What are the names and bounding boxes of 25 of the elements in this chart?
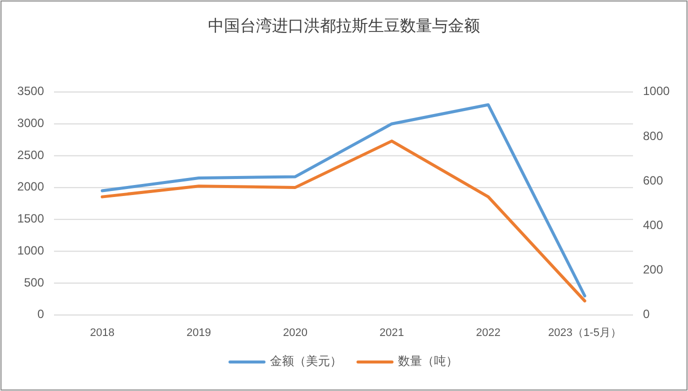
- y-tick-label: 3500: [17, 84, 44, 98]
- legend-label: 数量（吨）: [398, 354, 458, 368]
- y2-tick-label: 0: [643, 307, 650, 322]
- y-tick-label: 2000: [17, 180, 44, 194]
- y-tick-label: 1000: [17, 243, 44, 258]
- y-tick-label: 0: [37, 307, 44, 322]
- x-tick-label: 2020: [283, 326, 308, 339]
- y2-tick-label: 200: [643, 262, 664, 277]
- x-tick-label: 2022: [476, 326, 500, 339]
- title: 中国台湾进口洪都拉斯生豆数量与金额: [208, 18, 480, 36]
- y-tick-label: 1500: [17, 212, 44, 226]
- y-tick-label: 500: [24, 275, 44, 290]
- line-series: [100, 140, 586, 302]
- y2-tick-label: 800: [643, 128, 664, 143]
- y2-tick-label: 600: [643, 173, 664, 188]
- y2-tick-label: 400: [643, 218, 664, 232]
- line-series: [100, 103, 586, 298]
- x-tick-label: 2019: [186, 326, 211, 339]
- x-tick-label: 2018: [90, 326, 114, 339]
- y-tick-label: 2500: [17, 148, 44, 162]
- x-tick-label: 2023（1-5月）: [548, 326, 622, 339]
- x-tick-label: 2021: [380, 326, 404, 339]
- y2-tick-label: 1000: [643, 84, 670, 98]
- legend-label: 金额（美元）: [270, 354, 342, 368]
- y-tick-label: 3000: [17, 116, 44, 130]
